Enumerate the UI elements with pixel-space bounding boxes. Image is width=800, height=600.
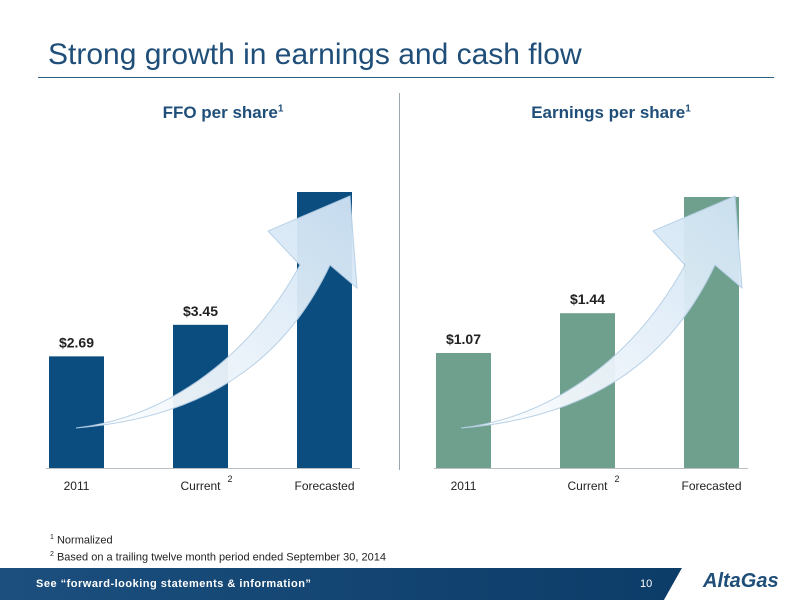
chart-title-eps: Earnings per share1 [531, 103, 691, 122]
growth-arrow [75, 195, 358, 429]
data-label: $3.45 [183, 303, 218, 319]
footnote-2: 2 Based on a trailing twelve month perio… [50, 550, 386, 564]
ffo-chart: $2.69 2011 $3.45 Current 2 Forecasted [46, 192, 360, 493]
tick-label: 2011 [451, 479, 477, 493]
footnote-1: 1 Normalized [50, 534, 113, 547]
tick-label: Forecasted [294, 479, 354, 493]
footer-band [0, 568, 800, 600]
tick-superscript: 2 [228, 474, 233, 484]
tick-label: Current [567, 479, 608, 493]
page-number: 10 [640, 578, 653, 590]
title-rule [38, 77, 774, 78]
tick-superscript: 2 [615, 474, 620, 484]
data-label: $1.44 [570, 291, 605, 307]
data-label: $2.69 [59, 334, 94, 350]
data-label: $1.07 [446, 331, 481, 347]
tick-label: 2011 [64, 479, 90, 493]
chart-divider [399, 93, 400, 470]
chart-title-ffo: FFO per share1 [162, 103, 284, 122]
tick-label: Forecasted [681, 479, 741, 493]
tick-label: Current [180, 479, 221, 493]
bar-2011 [49, 356, 104, 468]
slide-title: Strong growth in earnings and cash flow [48, 38, 582, 71]
bar-2011 [436, 352, 491, 468]
eps-chart: $1.07 2011 $1.44 Current 2 Forecasted [434, 195, 748, 493]
altagas-logo: AltaGas [703, 570, 779, 592]
footnotes: 1 Normalized 2 Based on a trailing twelv… [50, 531, 386, 564]
forward-looking-link[interactable]: See “forward-looking statements & inform… [36, 578, 312, 590]
growth-arrow [460, 195, 743, 429]
